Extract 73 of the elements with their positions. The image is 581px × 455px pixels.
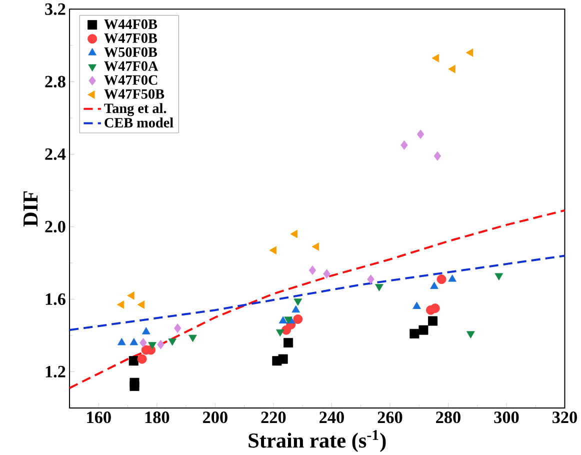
x-tick-label: 240 (320, 411, 344, 423)
point (157, 340, 164, 350)
x-tick-label: 200 (203, 411, 228, 423)
y-axis-title: DIF (24, 191, 38, 226)
point (466, 48, 474, 57)
point (293, 314, 303, 324)
x-tick-label: 260 (378, 411, 402, 423)
point (278, 316, 288, 324)
point (174, 323, 182, 333)
point (130, 381, 140, 391)
line-series (68, 254, 566, 331)
point (367, 274, 374, 284)
point (448, 274, 456, 282)
point (434, 151, 442, 161)
y-tick-label: 2.0 (45, 220, 66, 232)
legend-label: W50F0B (104, 47, 158, 57)
point (430, 282, 438, 289)
legend-label: Tang et al. (104, 102, 166, 116)
point (137, 300, 145, 309)
x-tick-label: 160 (87, 411, 111, 423)
point (137, 354, 147, 364)
legend-label: CEB model (104, 117, 174, 128)
legend-label: W47F0C (104, 75, 158, 85)
point (140, 338, 147, 348)
y-tick-label: 3.2 (45, 3, 66, 15)
point (494, 272, 504, 280)
legend-label: W47F0B (104, 33, 158, 43)
x-tick-label: 220 (261, 411, 286, 423)
point (412, 302, 421, 309)
point (142, 326, 150, 334)
point (400, 140, 408, 150)
point (418, 325, 428, 335)
x-axis-title: Strain rate (s$^{-1}$) (248, 430, 386, 452)
point (375, 284, 384, 292)
point (127, 291, 134, 300)
legend-label: W47F50B (104, 89, 164, 99)
point (116, 300, 124, 309)
y-tick-label: 1.2 (46, 366, 66, 378)
point (323, 268, 330, 278)
point (276, 329, 284, 336)
point (290, 230, 298, 238)
point (278, 354, 288, 364)
point (466, 330, 475, 338)
point (416, 129, 424, 139)
point (410, 328, 420, 338)
point (294, 298, 302, 306)
y-tick-label: 1.6 (46, 293, 66, 305)
point (168, 338, 177, 346)
point (269, 246, 276, 254)
point (292, 305, 300, 312)
legend-label: W47F0A (104, 61, 158, 71)
point (148, 342, 156, 350)
y-tick-label: 2.8 (45, 76, 66, 88)
point (188, 334, 197, 342)
y-tick-label: 2.4 (45, 148, 66, 160)
point (130, 338, 138, 346)
point (428, 316, 438, 326)
x-tick-label: 180 (145, 411, 170, 423)
point (118, 338, 126, 346)
point (312, 242, 320, 251)
line-series (68, 209, 566, 389)
x-tick-label: 300 (494, 411, 519, 423)
point (284, 316, 292, 324)
point (284, 338, 294, 348)
x-tick-label: 320 (552, 411, 577, 423)
point (128, 356, 138, 366)
point (448, 64, 456, 73)
point (308, 265, 316, 275)
point (432, 54, 440, 62)
point (430, 303, 440, 313)
x-tick-label: 280 (436, 411, 460, 423)
point (436, 274, 446, 284)
legend-label: W44F0B (104, 19, 158, 29)
